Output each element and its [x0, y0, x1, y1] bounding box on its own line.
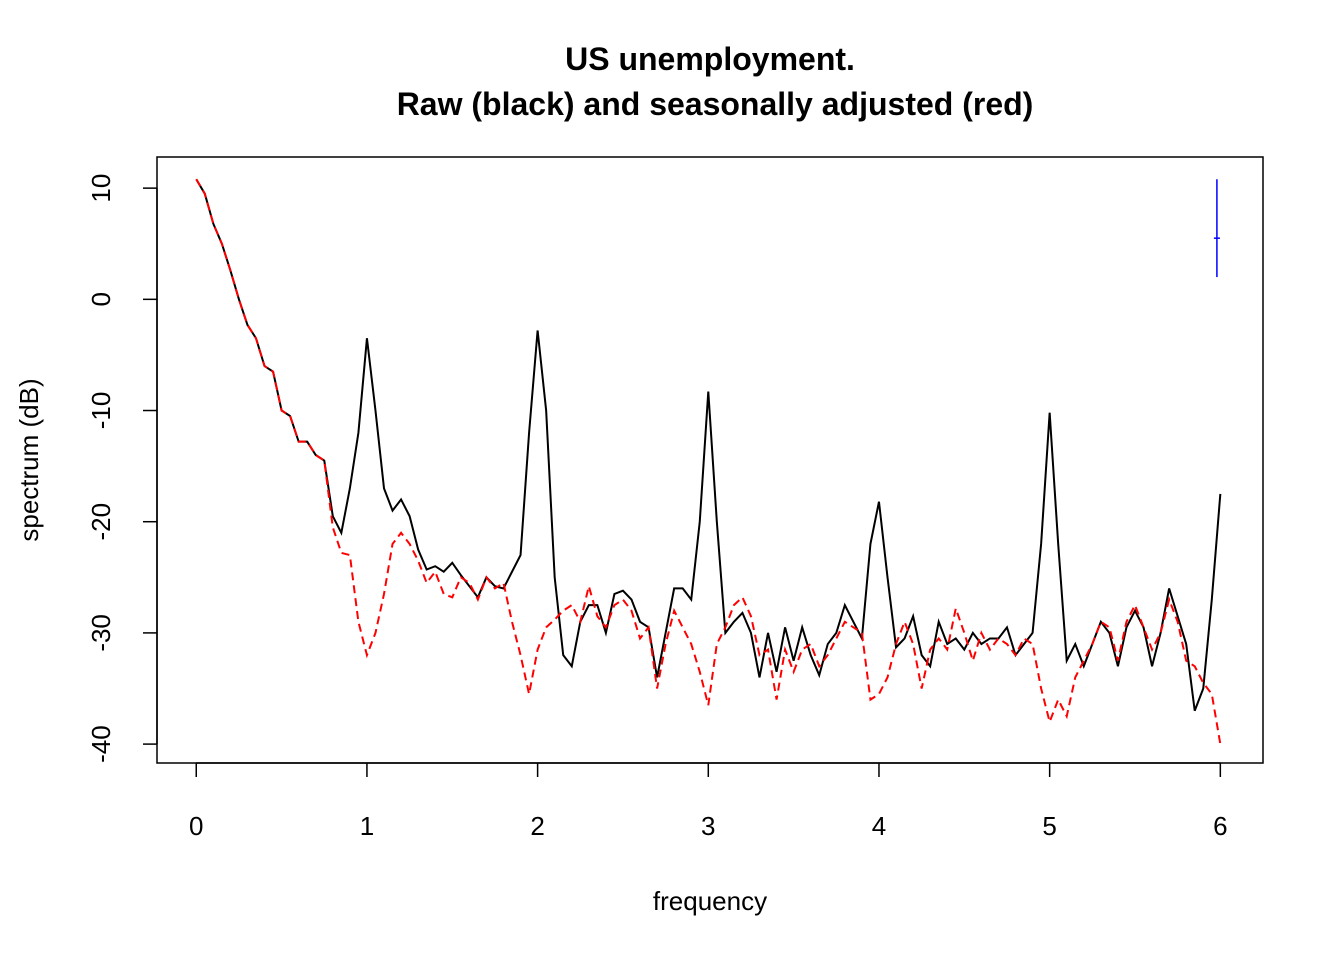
y-tick-label: 10	[86, 174, 116, 203]
x-tick-label: 5	[1042, 811, 1056, 841]
x-tick-label: 0	[189, 811, 203, 841]
chart-subtitle: Raw (black) and seasonally adjusted (red…	[397, 86, 1034, 122]
x-tick-label: 6	[1213, 811, 1227, 841]
y-tick-label: -10	[86, 392, 116, 430]
x-tick-label: 4	[872, 811, 886, 841]
x-tick-label: 1	[360, 811, 374, 841]
y-tick-label: 0	[86, 292, 116, 306]
chart-title: US unemployment.	[565, 41, 855, 77]
series-line	[195, 178, 1222, 745]
x-tick-label: 3	[701, 811, 715, 841]
x-axis-title: frequency	[653, 886, 767, 916]
y-axis-title: spectrum (dB)	[14, 378, 44, 541]
series-line	[195, 178, 1222, 712]
y-tick-label: -20	[86, 503, 116, 541]
x-tick-label: 2	[530, 811, 544, 841]
y-tick-label: -40	[86, 725, 116, 763]
y-tick-label: -30	[86, 614, 116, 652]
